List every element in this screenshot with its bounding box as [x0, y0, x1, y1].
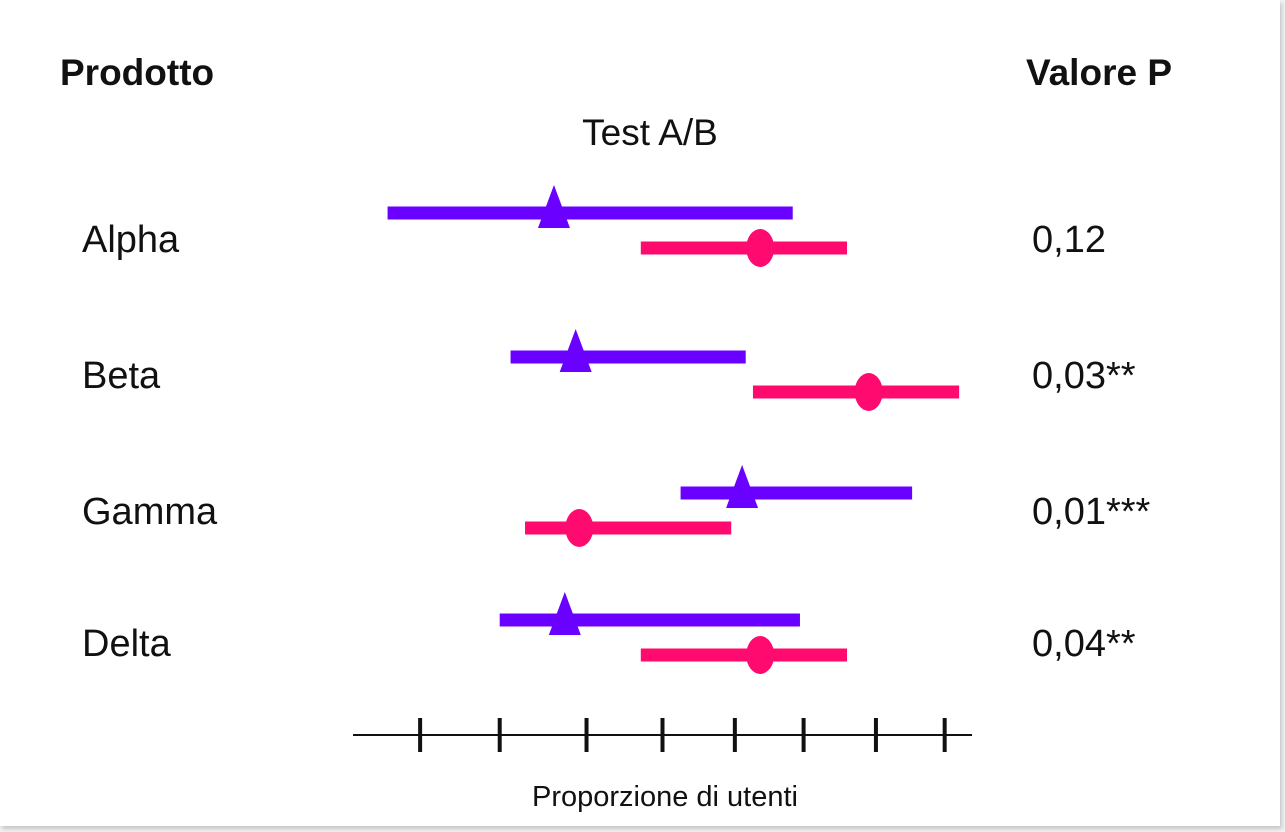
p-value: 0,04** — [1032, 623, 1136, 665]
row-label: Delta — [82, 623, 172, 665]
point-marker-triangle — [548, 592, 581, 635]
point-marker-circle — [746, 229, 775, 267]
p-value: 0,12 — [1032, 219, 1106, 261]
point-marker-triangle — [537, 185, 570, 228]
row-label: Gamma — [82, 491, 218, 533]
point-marker-circle — [565, 509, 594, 547]
point-marker-circle — [854, 373, 883, 411]
row-alpha: Alpha 0,12 — [82, 185, 1106, 267]
p-value: 0,03** — [1032, 355, 1136, 397]
point-marker-triangle — [726, 465, 759, 508]
rows-layer: Alpha 0,12 Beta 0,03** Gamma 0,01*** Delta 0,04… — [82, 185, 1151, 674]
p-value: 0,01*** — [1032, 491, 1151, 533]
chart-title: Test A/B — [582, 112, 718, 153]
row-label: Alpha — [82, 219, 180, 261]
x-axis-label: Proporzione di utenti — [532, 781, 798, 813]
row-beta: Beta 0,03** — [82, 329, 1136, 411]
row-delta: Delta 0,04** — [82, 592, 1136, 674]
x-axis — [353, 718, 972, 752]
point-marker-circle — [746, 636, 775, 674]
column-header-p-value: Valore P — [1026, 52, 1172, 93]
row-gamma: Gamma 0,01*** — [82, 465, 1151, 547]
row-label: Beta — [82, 355, 161, 397]
point-marker-triangle — [559, 329, 592, 372]
column-header-product: Prodotto — [60, 52, 214, 93]
